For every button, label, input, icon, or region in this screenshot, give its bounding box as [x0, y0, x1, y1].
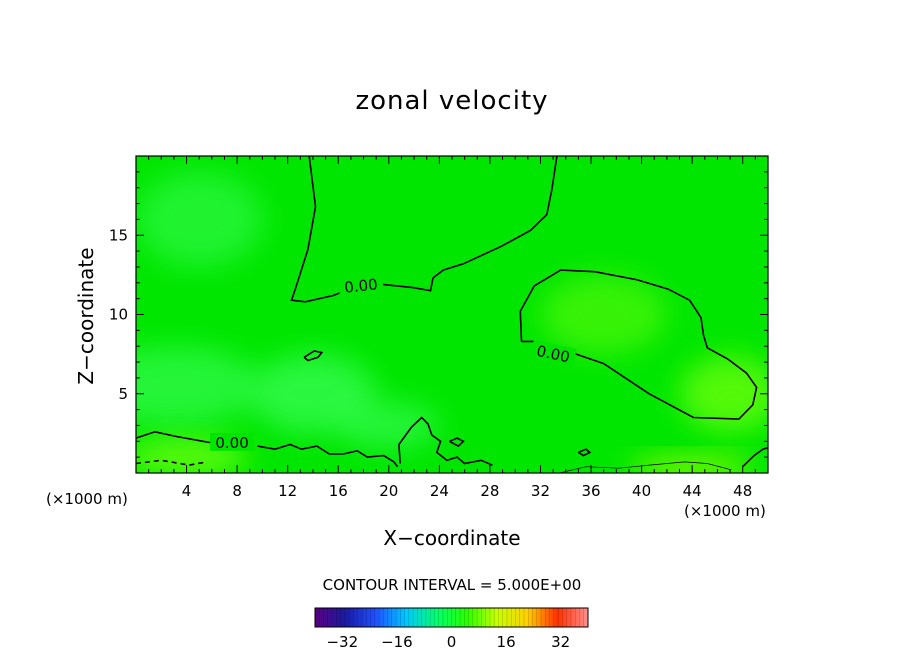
field-patch-5 [136, 171, 263, 267]
x-tick-label-16: 16 [329, 482, 348, 500]
contour-label-2: 0.00 [215, 434, 248, 452]
colorbar: −32 −16 0 16 32 [314, 607, 589, 651]
x-axis-label: X−coordinate [383, 526, 521, 550]
x-tick-label-4: 4 [182, 482, 192, 500]
chart-title: zonal velocity [355, 86, 549, 116]
field-patch-4 [249, 354, 377, 434]
velocity-field [136, 156, 768, 473]
field-patch-3 [136, 346, 263, 426]
contour-line-6 [449, 437, 465, 448]
contour-line-2 [136, 430, 212, 444]
x-tick-label-32: 32 [531, 482, 550, 500]
contour-line-10 [136, 459, 207, 466]
x-tick-label-48: 48 [733, 482, 752, 500]
contour-interval-label: CONTOUR INTERVAL = 5.000E+00 [322, 576, 582, 594]
contour-line-5 [303, 350, 324, 362]
contour-line-3 [257, 443, 399, 468]
x-tick-label-40: 40 [632, 482, 651, 500]
contour-line-1 [519, 269, 758, 420]
contour-line-0 [290, 156, 558, 303]
contour-label-0: 0.00 [343, 275, 378, 296]
x-axis-unit-left: (×1000 m) [46, 490, 128, 508]
x-axis-unit-right: (×1000 m) [684, 502, 766, 520]
field-patch-6 [540, 274, 667, 355]
y-tick-label-15: 15 [109, 226, 128, 244]
x-tick-label-36: 36 [581, 482, 600, 500]
contour-line-4 [398, 416, 493, 466]
colorbar-tick-label-4: 32 [551, 633, 570, 651]
contour-line-8 [742, 446, 768, 468]
x-tick-label-20: 20 [379, 482, 398, 500]
y-tick-label-5: 5 [118, 385, 128, 403]
x-tick-label-28: 28 [480, 482, 499, 500]
x-tick-label-44: 44 [683, 482, 702, 500]
colorbar-tick-label-3: 16 [497, 633, 516, 651]
x-tick-label-12: 12 [278, 482, 297, 500]
colorbar-gradient [314, 607, 589, 628]
contour-line-9 [559, 461, 732, 473]
x-tick-label-8: 8 [232, 482, 242, 500]
colorbar-tick-label-1: −16 [381, 633, 413, 651]
field-patch-7 [338, 401, 440, 450]
y-tick-label-10: 10 [109, 306, 128, 324]
colorbar-tick-label-2: 0 [447, 633, 457, 651]
contour-lines: 0.000.000.00 [136, 156, 768, 473]
colorbar-tick-label-0: −32 [326, 633, 358, 651]
contour-line-7 [577, 448, 592, 457]
x-tick-label-24: 24 [430, 482, 449, 500]
